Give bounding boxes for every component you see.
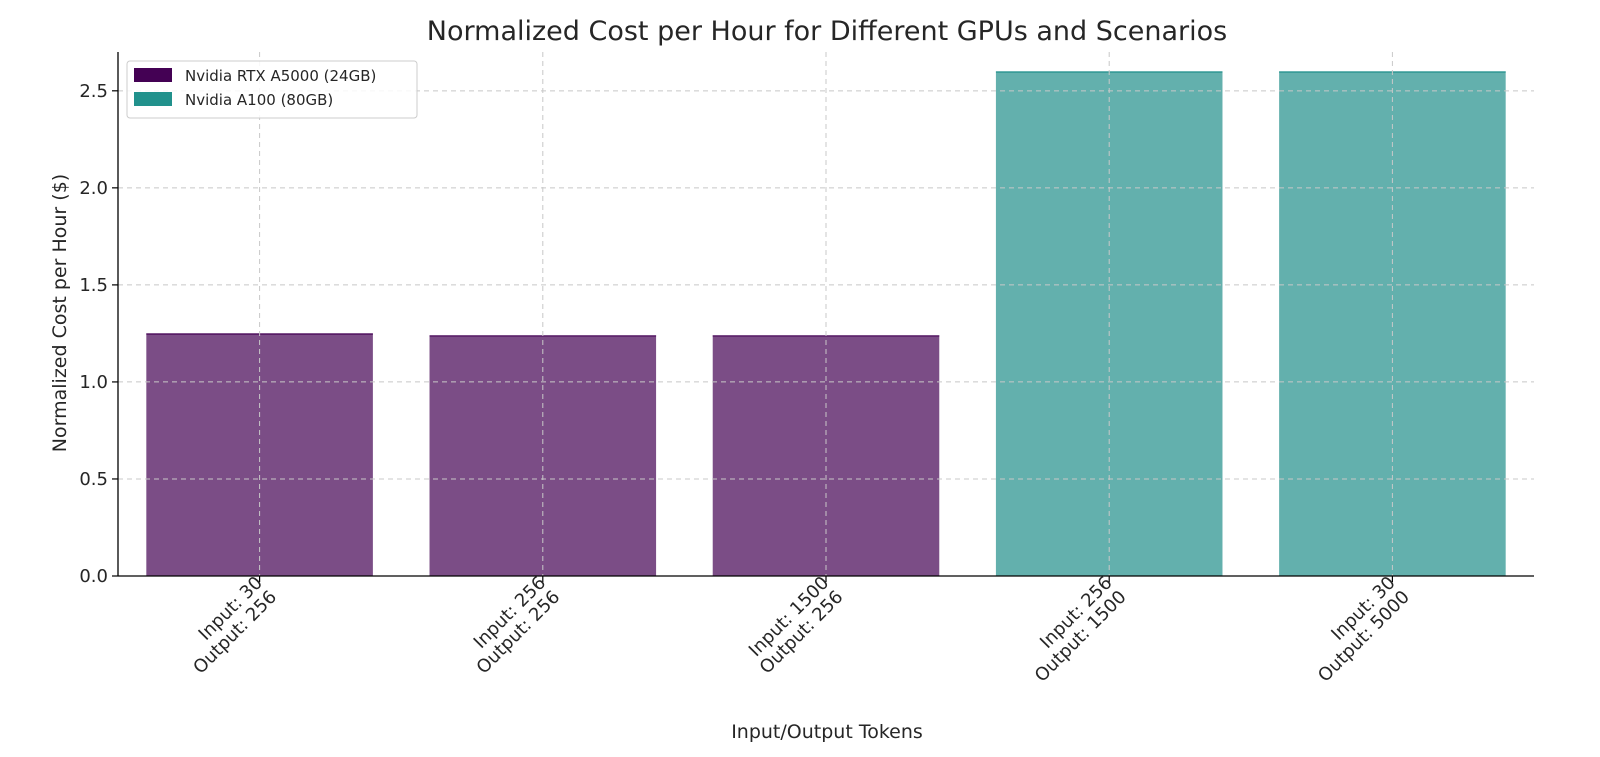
bar-1 <box>146 333 373 576</box>
y-tick-label: 1.0 <box>79 372 108 393</box>
legend-swatch-2 <box>134 92 172 106</box>
legend: Nvidia RTX A5000 (24GB) Nvidia A100 (80GB… <box>126 60 418 119</box>
y-tick-label: 2.0 <box>79 178 108 199</box>
legend-label-1: Nvidia RTX A5000 (24GB) <box>185 67 376 85</box>
bar-3 <box>712 335 940 576</box>
y-axis-label: Normalized Cost per Hour ($) <box>49 174 71 452</box>
y-tick-label: 0.0 <box>79 566 108 587</box>
y-tick-label: 1.5 <box>79 275 108 296</box>
x-axis-label: Input/Output Tokens <box>731 721 923 743</box>
bar-2 <box>429 335 657 576</box>
legend-frame <box>126 60 418 119</box>
legend-label-2: Nvidia A100 (80GB) <box>185 91 333 109</box>
y-tick-label: 2.5 <box>79 81 108 102</box>
chart-title: Normalized Cost per Hour for Different G… <box>427 16 1227 47</box>
y-ticks: 0.0 0.5 1.0 1.5 2.0 2.5 <box>79 81 118 587</box>
legend-swatch-1 <box>134 68 172 82</box>
y-tick-label: 0.5 <box>79 469 108 490</box>
